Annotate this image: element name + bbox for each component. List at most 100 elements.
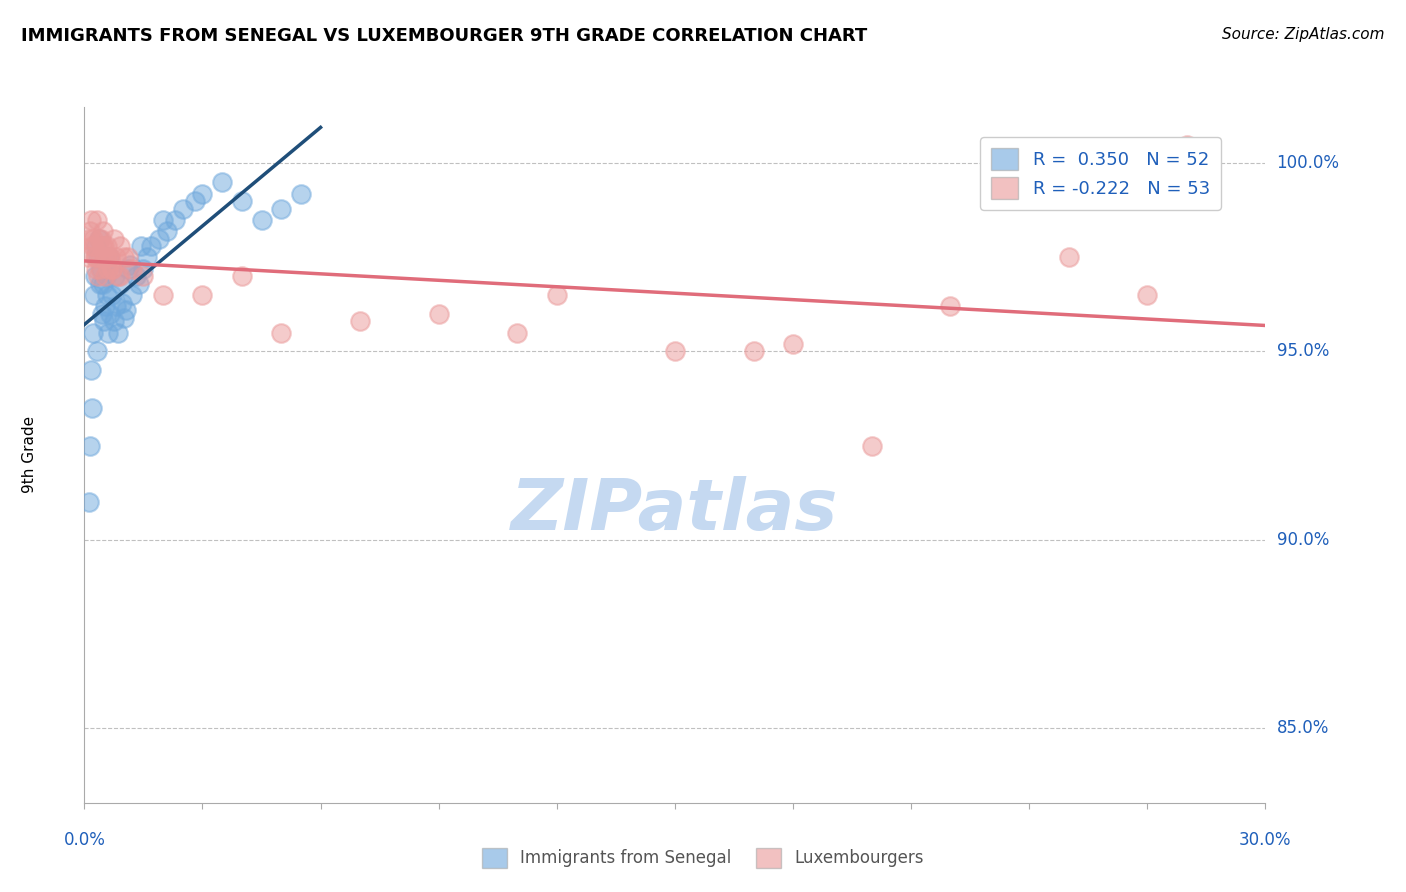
Text: Source: ZipAtlas.com: Source: ZipAtlas.com [1222,27,1385,42]
Point [90,232,112,246]
Point [136,251,159,265]
Point [82,326,104,340]
Point [270,202,292,216]
Point [211,175,233,189]
Point [349,314,371,328]
Point [89,232,111,246]
Point [83,288,105,302]
Point [96,239,118,253]
Point [782,337,804,351]
Point [112,310,135,325]
Point [152,288,174,302]
Point [1175,137,1198,152]
Point [163,212,186,227]
Point [79,224,101,238]
Text: 100.0%: 100.0% [1277,154,1340,172]
Point [84,261,107,276]
Point [742,344,765,359]
Point [290,186,312,201]
Point [80,363,103,377]
Point [82,239,104,253]
Point [97,326,120,340]
Point [87,269,110,284]
Point [506,326,529,340]
Point [77,232,100,246]
Point [103,314,125,328]
Point [250,212,273,227]
Point [101,261,124,276]
Point [128,277,150,291]
Point [104,251,127,265]
Legend: Immigrants from Senegal, Luxembourgers: Immigrants from Senegal, Luxembourgers [475,841,931,875]
Point [108,277,131,291]
Point [84,239,107,253]
Point [86,344,108,359]
Point [107,326,129,340]
Point [118,258,141,272]
Text: 90.0%: 90.0% [1277,531,1329,549]
Point [97,261,120,276]
Point [90,261,112,276]
Point [77,251,100,265]
Point [141,239,163,253]
Point [1057,251,1080,265]
Point [114,303,136,318]
Point [91,224,114,238]
Point [664,344,686,359]
Point [98,251,121,265]
Point [80,212,103,227]
Point [97,251,120,265]
Point [94,269,117,284]
Point [108,239,131,253]
Point [1136,288,1159,302]
Point [152,212,174,227]
Text: ZIPatlas: ZIPatlas [512,476,838,545]
Point [108,269,131,284]
Point [103,232,125,246]
Point [148,232,170,246]
Point [93,314,115,328]
Point [231,194,253,208]
Point [98,307,121,321]
Point [172,202,194,216]
Point [82,401,104,415]
Point [89,251,111,265]
Point [94,269,117,284]
Point [94,251,117,265]
Point [104,269,127,284]
Point [89,277,111,291]
Point [111,295,134,310]
Point [156,224,179,238]
Point [89,261,111,276]
Point [84,251,107,265]
Text: IMMIGRANTS FROM SENEGAL VS LUXEMBOURGER 9TH GRADE CORRELATION CHART: IMMIGRANTS FROM SENEGAL VS LUXEMBOURGER … [21,27,868,45]
Point [91,239,114,253]
Text: 30.0%: 30.0% [1239,830,1292,848]
Point [104,299,127,313]
Text: 0.0%: 0.0% [63,830,105,848]
Point [94,299,117,313]
Point [131,239,153,253]
Point [79,438,101,452]
Point [231,269,253,284]
Point [87,251,110,265]
Point [124,269,146,284]
Point [191,288,214,302]
Point [77,495,100,509]
Point [121,261,143,276]
Point [117,261,139,276]
Point [96,288,118,302]
Point [91,307,114,321]
Point [101,261,124,276]
Point [860,438,883,452]
Point [83,239,105,253]
Point [93,239,115,253]
Text: 85.0%: 85.0% [1277,719,1329,737]
Point [546,288,568,302]
Point [191,186,214,201]
Legend: R =  0.350   N = 52, R = -0.222   N = 53: R = 0.350 N = 52, R = -0.222 N = 53 [980,137,1220,210]
Point [86,212,108,227]
Point [183,194,205,208]
Point [132,261,155,276]
Point [97,251,120,265]
